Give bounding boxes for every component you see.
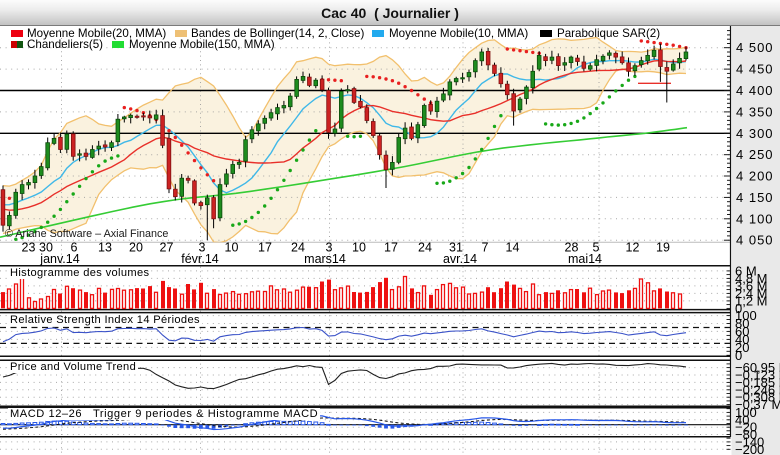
svg-text:12: 12 — [626, 241, 640, 255]
svg-text:100: 100 — [735, 308, 757, 323]
svg-text:3: 3 — [199, 241, 206, 255]
svg-text:mars14: mars14 — [304, 252, 346, 266]
svg-text:4 200: 4 200 — [736, 169, 774, 184]
svg-text:40: 40 — [735, 412, 749, 427]
svg-text:7: 7 — [482, 241, 489, 255]
svg-text:3: 3 — [326, 241, 333, 255]
svg-text:−0,123 M: −0,123 M — [735, 368, 780, 383]
svg-text:23: 23 — [22, 241, 36, 255]
svg-text:févr.14: févr.14 — [181, 252, 219, 266]
svg-text:19: 19 — [656, 241, 670, 255]
svg-text:4 100: 4 100 — [736, 211, 774, 226]
svg-text:−0,185 M: −0,185 M — [735, 375, 780, 390]
svg-text:14: 14 — [506, 241, 520, 255]
svg-text:5: 5 — [593, 241, 600, 255]
svg-text:4,8 M: 4,8 M — [735, 271, 768, 286]
svg-text:2,4 M: 2,4 M — [735, 286, 768, 301]
svg-text:30: 30 — [39, 241, 53, 255]
svg-text:40: 40 — [735, 332, 749, 347]
svg-text:3,6 M: 3,6 M — [735, 278, 768, 293]
svg-text:60: 60 — [735, 324, 749, 339]
svg-text:1,2 M: 1,2 M — [735, 293, 768, 308]
svg-text:4 250: 4 250 — [736, 147, 774, 162]
svg-text:27: 27 — [160, 241, 174, 255]
svg-text:4 350: 4 350 — [736, 104, 774, 119]
svg-text:−0,246 M: −0,246 M — [735, 382, 780, 397]
svg-text:−20: −20 — [735, 420, 757, 435]
svg-text:31: 31 — [449, 241, 463, 255]
svg-text:0: 0 — [735, 348, 742, 363]
svg-text:17: 17 — [384, 241, 398, 255]
svg-text:20: 20 — [129, 241, 143, 255]
svg-text:4 450: 4 450 — [736, 62, 774, 77]
svg-text:4 500: 4 500 — [736, 40, 774, 55]
svg-text:4 300: 4 300 — [736, 126, 774, 141]
svg-text:−200: −200 — [735, 442, 764, 455]
svg-text:28: 28 — [565, 241, 579, 255]
svg-text:0: 0 — [735, 301, 742, 316]
svg-text:24: 24 — [418, 241, 432, 255]
svg-text:10: 10 — [225, 241, 239, 255]
svg-text:avr.14: avr.14 — [443, 252, 477, 266]
svg-text:6: 6 — [71, 241, 78, 255]
svg-text:−0,308 M: −0,308 M — [735, 390, 780, 405]
svg-text:4 400: 4 400 — [736, 83, 774, 98]
svg-text:−80: −80 — [735, 427, 757, 442]
svg-text:mai14: mai14 — [568, 252, 602, 266]
svg-text:10: 10 — [352, 241, 366, 255]
svg-text:−60,95 K: −60,95 K — [735, 360, 780, 375]
svg-text:13: 13 — [98, 241, 112, 255]
svg-text:100: 100 — [735, 405, 757, 420]
svg-text:6 M: 6 M — [735, 263, 757, 278]
svg-text:4 050: 4 050 — [736, 233, 774, 248]
svg-text:−0,37 M: −0,37 M — [735, 397, 780, 412]
svg-text:24: 24 — [291, 241, 305, 255]
svg-text:4 150: 4 150 — [736, 190, 774, 205]
svg-text:80: 80 — [735, 316, 749, 331]
svg-text:−140: −140 — [735, 434, 764, 449]
svg-text:20: 20 — [735, 340, 749, 355]
svg-text:17: 17 — [258, 241, 272, 255]
svg-text:janv.14: janv.14 — [39, 252, 79, 266]
